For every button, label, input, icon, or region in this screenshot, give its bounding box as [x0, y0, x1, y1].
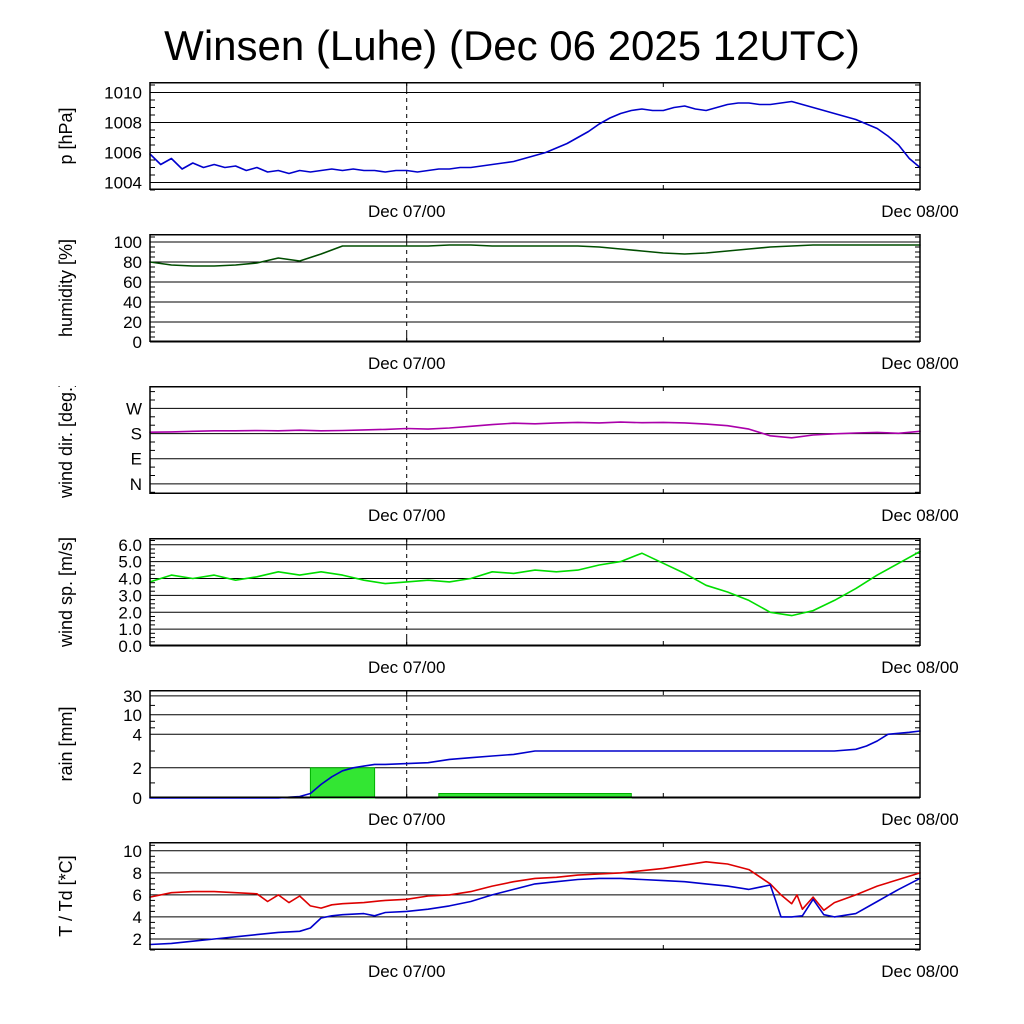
y-tick-label: E [131, 450, 142, 469]
y-tick-label: 1.0 [118, 620, 142, 639]
y-tick-label: 8 [133, 864, 142, 883]
series-pressure [149, 100, 921, 175]
y-tick-label: 2 [133, 930, 142, 949]
y-tick-label: S [131, 425, 142, 444]
y-tick-label: 4 [133, 908, 142, 927]
y-tick-label: 6 [133, 886, 142, 905]
x-tick-label: Dec 08/00 [881, 658, 959, 677]
y-tick-label: 5.0 [118, 553, 142, 572]
y-tick-label: 20 [123, 313, 142, 332]
y-axis-title: humidity [%] [56, 239, 76, 337]
x-tick-label: Dec 07/00 [368, 658, 446, 677]
y-tick-label: 0.0 [118, 637, 142, 656]
y-tick-label: 6.0 [118, 538, 142, 555]
y-axis-title: p [hPa] [56, 107, 76, 164]
panel-pressure: 1004 1006 1008 1010 Dec 07/00 Dec 08/00 p [hPa… [56, 82, 959, 221]
x-tick-label: Dec 07/00 [368, 354, 446, 373]
page-title: Winsen (Luhe) (Dec 06 2025 12UTC) [164, 22, 860, 69]
plot-border [149, 234, 921, 342]
y-tick-label: 0 [133, 333, 142, 352]
y-tick-label: 0 [133, 789, 142, 808]
plot-border [149, 386, 921, 494]
panel-temperature: 2 4 6 8 10 Dec 07/00 Dec 08/00 T / Td [*C] [56, 842, 959, 981]
y-tick-label: 10 [123, 842, 142, 861]
y-axis-title: wind dir. [deg.] [56, 386, 76, 499]
plot-border [149, 82, 921, 190]
x-tick-label: Dec 07/00 [368, 506, 446, 525]
y-tick-label: 4.0 [118, 570, 142, 589]
y-tick-label: 3.0 [118, 586, 142, 605]
plot-border [149, 842, 921, 950]
y-tick-label: 4 [133, 725, 142, 744]
y-tick-label: W [126, 399, 142, 418]
y-tick-label: 40 [123, 293, 142, 312]
plot-border [149, 538, 921, 646]
y-tick-label: 2.0 [118, 603, 142, 622]
series-humidity [149, 244, 921, 267]
series-rain-accumulated [149, 730, 921, 799]
y-tick-label: 1006 [104, 144, 142, 163]
y-tick-label: 80 [123, 253, 142, 272]
y-tick-label: 60 [123, 273, 142, 292]
plot-border [149, 690, 921, 798]
y-tick-label: 1008 [104, 114, 142, 133]
x-tick-label: Dec 07/00 [368, 810, 446, 829]
x-tick-label: Dec 08/00 [881, 810, 959, 829]
y-tick-label: 2 [133, 759, 142, 778]
panel-wind-speed: 0.01.02.03.04.05.06.0 Dec 07/00 Dec 08/00 w… [56, 538, 959, 677]
rain-bar [309, 767, 376, 799]
series-wind-speed [149, 550, 921, 617]
y-tick-label: 30 [123, 690, 142, 706]
y-axis-title: rain [mm] [56, 706, 76, 781]
y-tick-label: 1004 [104, 174, 142, 193]
x-tick-label: Dec 08/00 [881, 202, 959, 221]
y-tick-label: 10 [123, 706, 142, 725]
series-wind-dir [149, 421, 921, 439]
x-tick-label: Dec 08/00 [881, 962, 959, 981]
series-dewpoint [149, 877, 921, 946]
x-tick-label: Dec 08/00 [881, 506, 959, 525]
x-tick-label: Dec 08/00 [881, 354, 959, 373]
y-tick-label: 100 [114, 234, 142, 252]
y-tick-label: N [130, 475, 142, 494]
chart-panels: 1004 1006 1008 1010 Dec 07/00 Dec 08/00 p [hPa… [0, 82, 1024, 994]
y-tick-label: 1010 [104, 84, 142, 103]
y-axis-title: wind sp. [m/s] [56, 538, 76, 648]
y-axis-title: T / Td [*C] [56, 855, 76, 936]
x-tick-label: Dec 07/00 [368, 962, 446, 981]
x-tick-label: Dec 07/00 [368, 202, 446, 221]
series-temperature [149, 860, 921, 912]
